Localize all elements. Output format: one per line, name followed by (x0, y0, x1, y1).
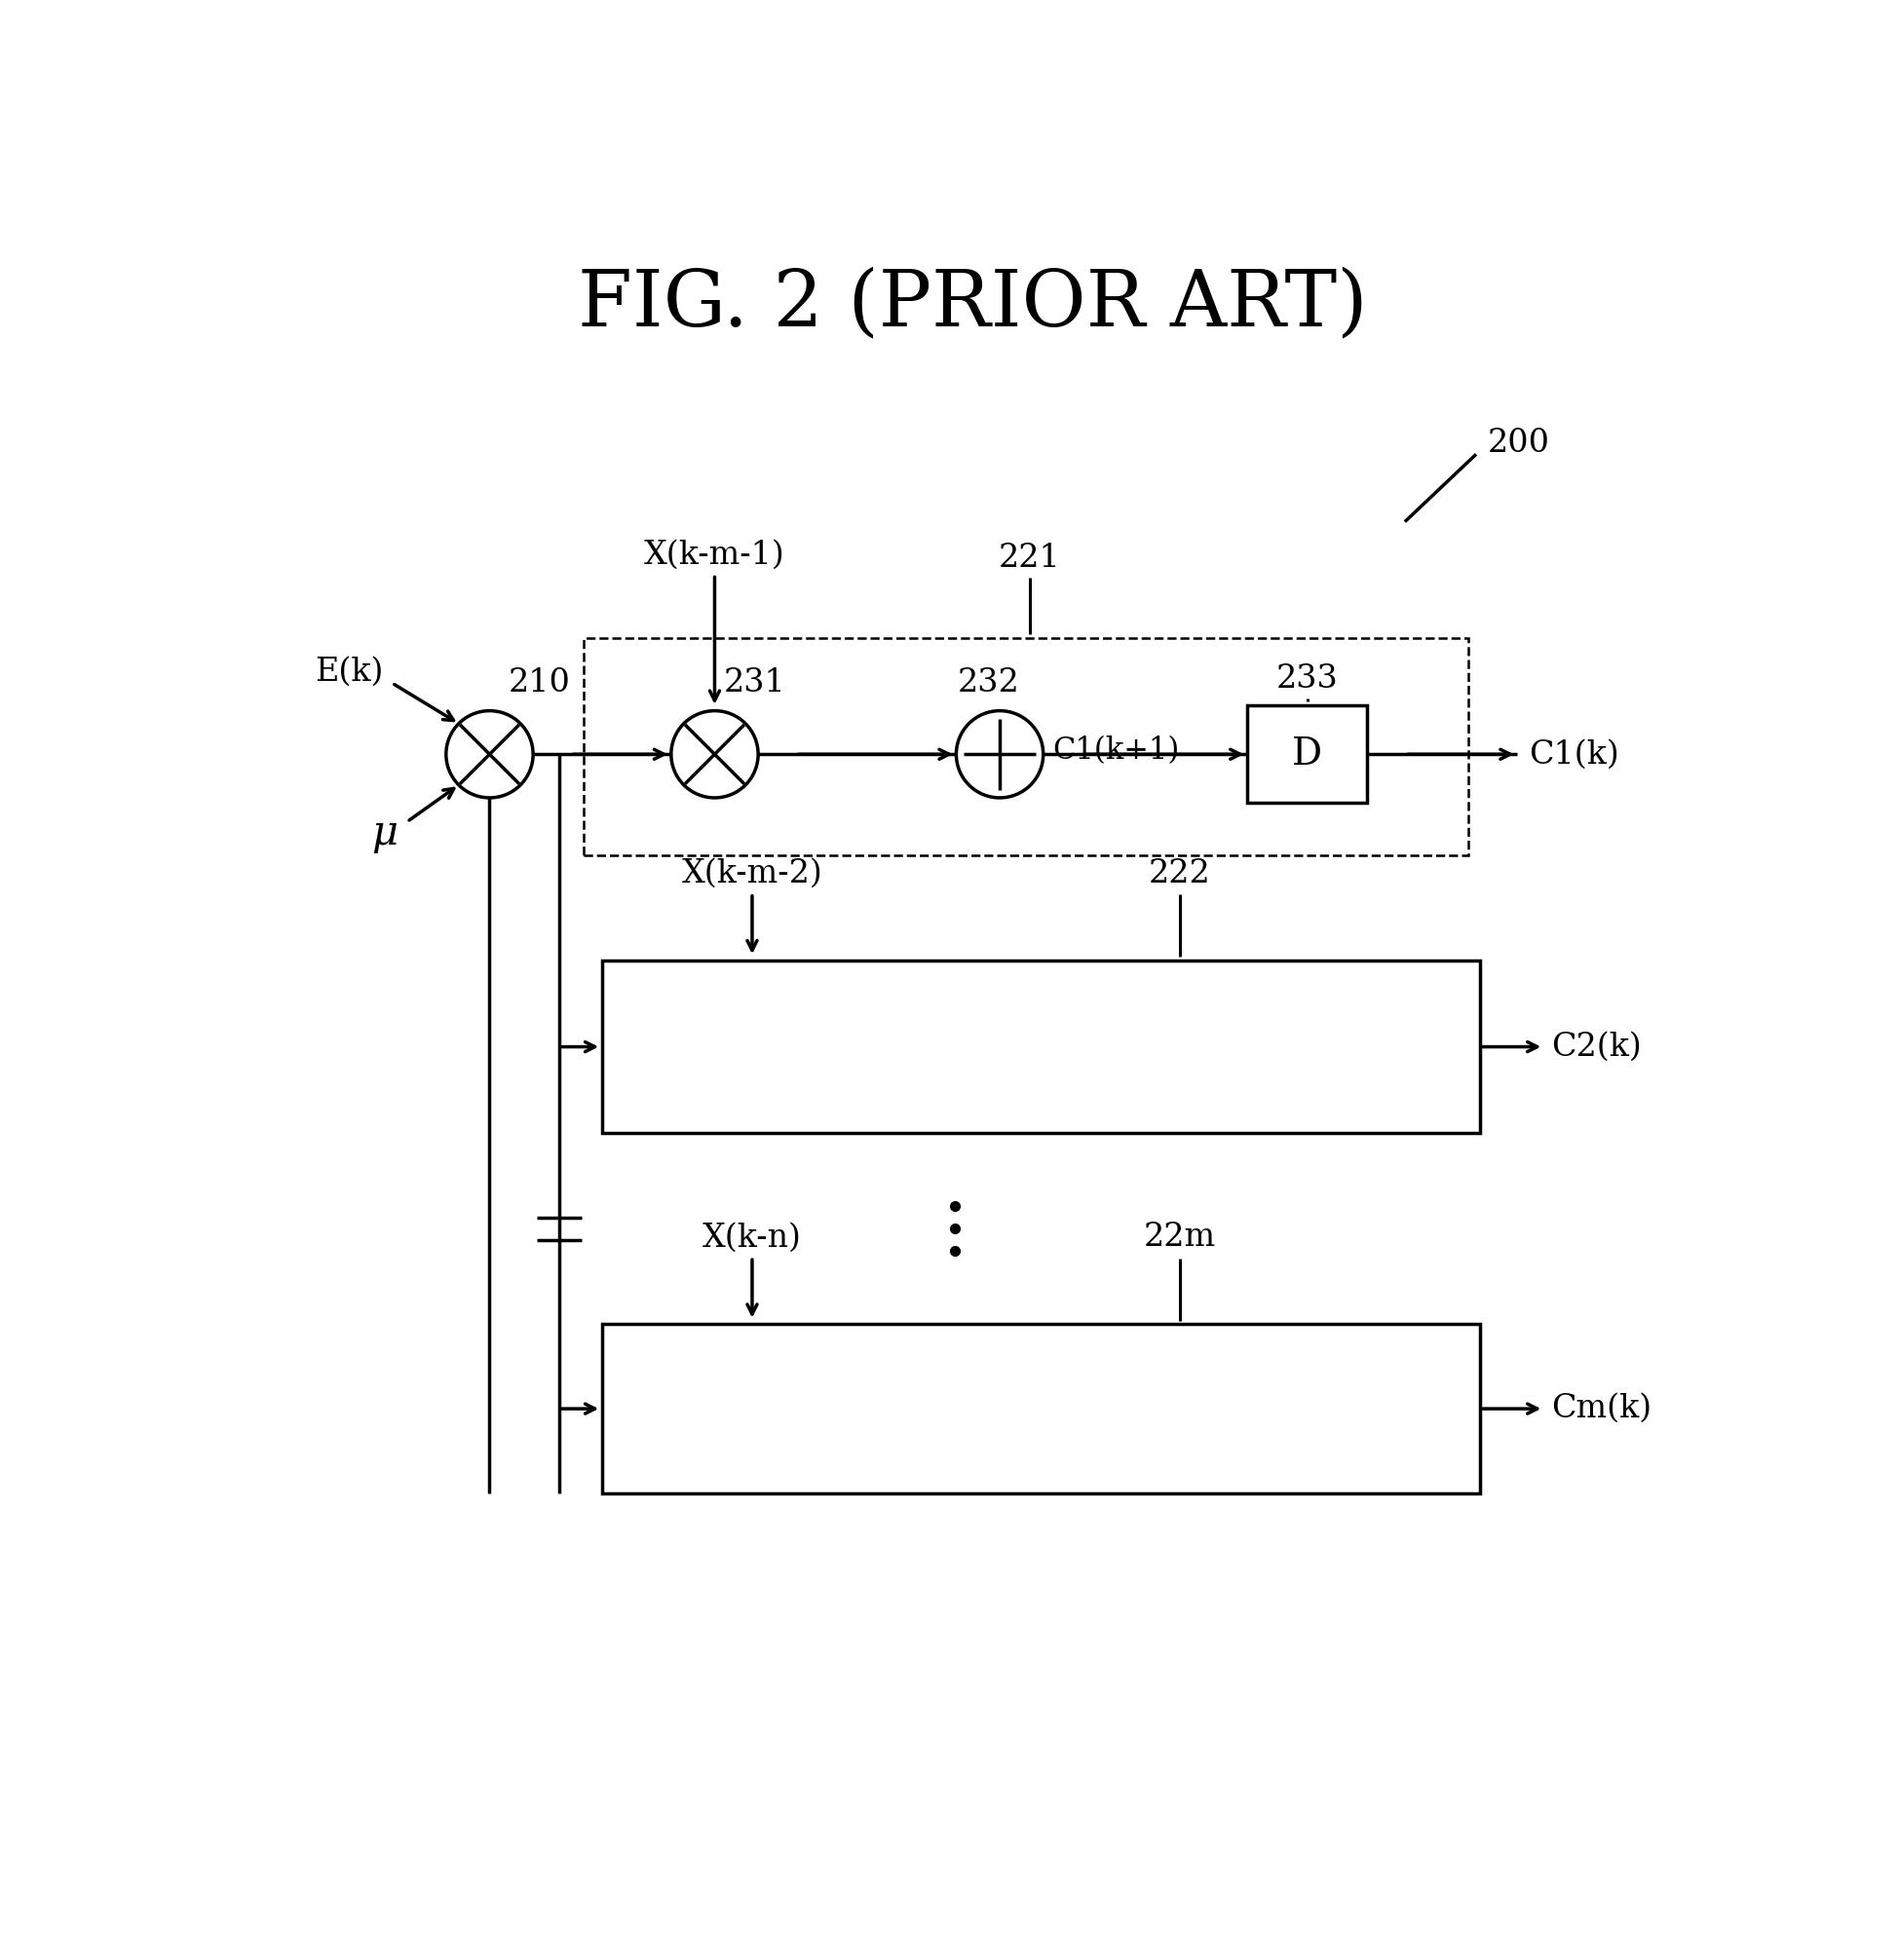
Text: C2(k): C2(k) (1551, 1031, 1642, 1062)
Text: 210: 210 (509, 666, 571, 698)
Text: X(k-m-1): X(k-m-1) (643, 539, 786, 570)
Text: 232: 232 (957, 666, 1019, 698)
Text: 231: 231 (723, 666, 786, 698)
Bar (602, 1325, 1480, 1494)
Text: X(k-m-2): X(k-m-2) (681, 858, 822, 890)
Bar (602, 960, 1480, 1133)
Text: D: D (1293, 737, 1323, 772)
Bar (583, 639, 1469, 855)
Text: 200: 200 (1488, 427, 1551, 459)
Text: C1(k): C1(k) (1528, 739, 1619, 770)
Text: 22m: 22m (1144, 1221, 1217, 1252)
Text: 222: 222 (1148, 858, 1211, 890)
Text: X(k-n): X(k-n) (702, 1221, 801, 1252)
Text: 233: 233 (1275, 662, 1338, 694)
Bar (1247, 706, 1367, 804)
Text: E(k): E(k) (315, 657, 383, 688)
Text: FIG. 2 (PRIOR ART): FIG. 2 (PRIOR ART) (577, 267, 1368, 343)
Text: 221: 221 (998, 543, 1061, 574)
Text: Cm(k): Cm(k) (1551, 1394, 1651, 1425)
Text: C1(k+1): C1(k+1) (1051, 735, 1179, 766)
Text: μ: μ (372, 813, 399, 853)
